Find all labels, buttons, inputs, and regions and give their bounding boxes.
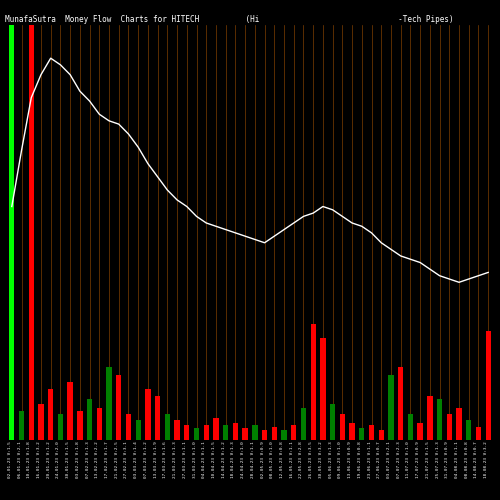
Bar	[262, 430, 268, 440]
Bar	[204, 426, 209, 440]
Bar	[38, 404, 44, 440]
Bar	[116, 374, 121, 440]
Bar	[330, 404, 336, 440]
Bar	[369, 426, 374, 440]
Bar	[126, 414, 131, 440]
Bar	[340, 414, 345, 440]
Bar	[408, 414, 413, 440]
Bar	[437, 400, 442, 440]
Bar	[427, 396, 432, 440]
Bar	[9, 25, 15, 440]
Bar	[446, 414, 452, 440]
Bar	[466, 420, 471, 440]
Bar	[378, 430, 384, 440]
Bar	[223, 426, 228, 440]
Bar	[486, 331, 491, 440]
Bar	[155, 396, 160, 440]
Bar	[194, 428, 199, 440]
Bar	[456, 408, 462, 440]
Bar	[272, 427, 277, 440]
Bar	[19, 411, 24, 440]
Bar	[28, 25, 34, 440]
Bar	[398, 368, 404, 440]
Bar	[291, 426, 296, 440]
Bar	[388, 374, 394, 440]
Bar	[418, 422, 423, 440]
Bar	[106, 368, 112, 440]
Bar	[301, 408, 306, 440]
Bar	[145, 389, 150, 440]
Bar	[252, 426, 258, 440]
Bar	[136, 420, 141, 440]
Text: MunafaSutra  Money Flow  Charts for HITECH          (Hi                         : MunafaSutra Money Flow Charts for HITECH…	[5, 15, 454, 24]
Bar	[87, 400, 92, 440]
Bar	[310, 324, 316, 440]
Bar	[77, 411, 82, 440]
Bar	[164, 414, 170, 440]
Bar	[96, 408, 102, 440]
Bar	[174, 420, 180, 440]
Bar	[350, 422, 355, 440]
Bar	[282, 430, 286, 440]
Bar	[242, 428, 248, 440]
Bar	[320, 338, 326, 440]
Bar	[68, 382, 73, 440]
Bar	[214, 418, 218, 440]
Bar	[232, 422, 238, 440]
Bar	[58, 414, 63, 440]
Bar	[48, 389, 54, 440]
Bar	[184, 426, 190, 440]
Bar	[359, 428, 364, 440]
Bar	[476, 427, 481, 440]
